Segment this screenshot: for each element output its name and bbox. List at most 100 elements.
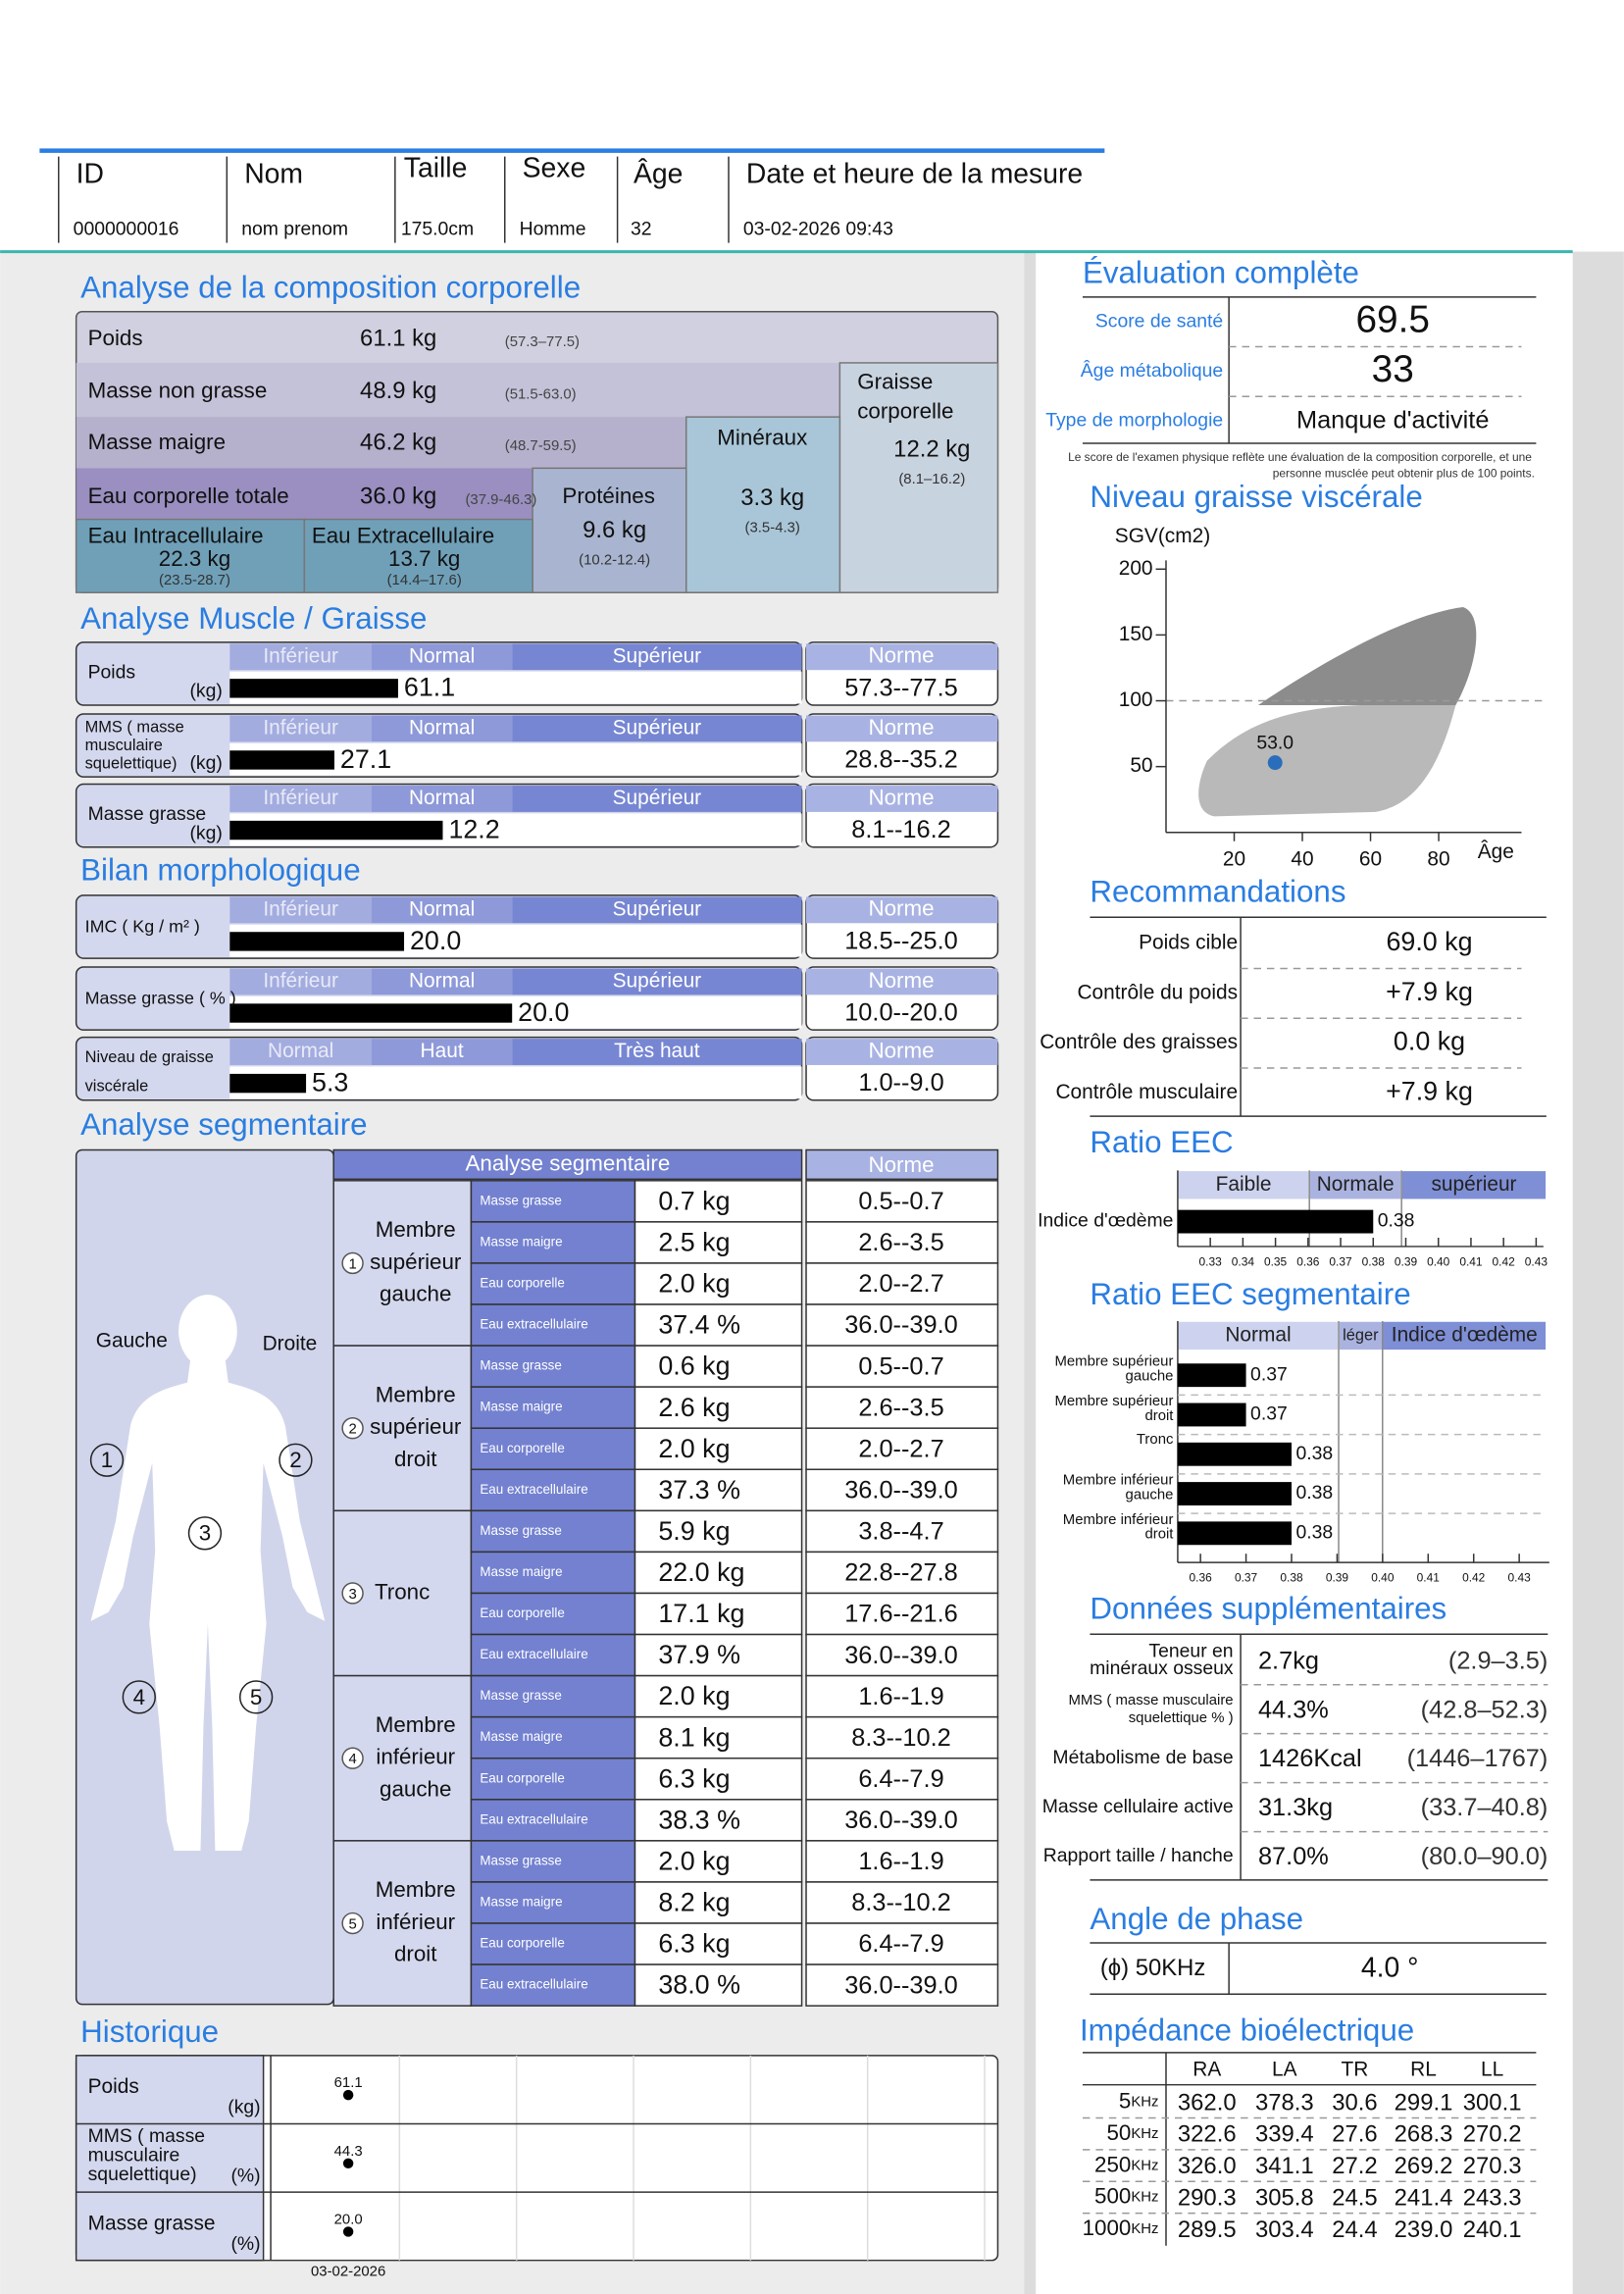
norm-cell <box>805 1427 999 1471</box>
right-margin <box>1572 251 1624 2294</box>
scale-label: Normal <box>409 897 475 920</box>
segment-value: 6.3 kg <box>658 1929 730 1959</box>
segment-norm: 0.5--0.7 <box>858 1188 943 1215</box>
protein-band <box>532 467 687 593</box>
value-cell <box>634 1799 803 1842</box>
label-cell <box>470 1592 636 1636</box>
bar <box>229 750 334 770</box>
marker-number: 2 <box>348 1422 356 1438</box>
minerals-band <box>685 416 841 593</box>
row-label: Poids <box>88 661 135 683</box>
history-label: Masse grasse <box>88 2213 216 2235</box>
section-title: Bilan morphologique <box>80 852 360 887</box>
history-label: musculaire <box>88 2144 180 2166</box>
scale-label: Normal <box>409 969 475 992</box>
segment-norm: 2.0--2.7 <box>858 1270 943 1298</box>
bar-value: 0.37 <box>1250 1403 1288 1425</box>
extra-range: (2.9–3.5) <box>1448 1647 1548 1674</box>
marker-number: 5 <box>348 1916 356 1932</box>
scale-label: Normal <box>409 716 475 739</box>
scale-segment <box>229 896 372 924</box>
history-label-col <box>75 2055 265 2262</box>
scale-label: Supérieur <box>613 897 702 920</box>
fat-free-band <box>76 362 840 418</box>
x-tick-label: 0.36 <box>1296 1255 1320 1269</box>
segment-value: 37.3 % <box>658 1475 740 1504</box>
x-tick-label: 0.38 <box>1280 1571 1303 1585</box>
scale-label: Très haut <box>614 1040 700 1062</box>
norm-title: Norme <box>868 785 934 809</box>
norm-cell <box>805 1715 999 1759</box>
point-label: 53.0 <box>1256 732 1294 753</box>
scale-label: Indice d'œdème <box>1392 1323 1538 1346</box>
segment-value: 38.3 % <box>658 1805 740 1834</box>
scale-label: Normal <box>409 787 475 809</box>
scale-label: Supérieur <box>613 644 702 667</box>
section-title: Recommandations <box>1090 875 1345 909</box>
impedance-value: 24.5 <box>1332 2184 1377 2211</box>
history-point <box>342 2226 354 2237</box>
value-cell <box>634 1963 803 2007</box>
x-tick-label: 0.38 <box>1362 1255 1386 1269</box>
scale-label: Inférieur <box>263 644 338 667</box>
y-tick-label: 150 <box>1119 623 1153 645</box>
scale-segment <box>371 786 513 812</box>
impedance-value: 240.1 <box>1463 2217 1522 2243</box>
extra-value: 44.3% <box>1258 1696 1329 1723</box>
segment-name: Membre <box>376 1877 456 1902</box>
extra-label: Masse cellulaire active <box>1042 1796 1234 1817</box>
impedance-value: 339.4 <box>1255 2121 1314 2148</box>
figure-side: Gauche <box>96 1329 168 1351</box>
segment-value: 8.2 kg <box>658 1888 730 1917</box>
value-cell <box>634 1840 803 1883</box>
icw-band <box>75 518 306 593</box>
segment-value: 0.6 kg <box>658 1351 730 1381</box>
category-label: droit <box>1144 1527 1174 1543</box>
marker-circle <box>187 1516 223 1551</box>
segment-name: Membre <box>376 1712 456 1737</box>
section-title: Impédance bioélectrique <box>1080 2013 1414 2047</box>
segment-name: droit <box>394 1942 437 1966</box>
composition-range: (48.7-59.5) <box>505 438 577 454</box>
segment-norm: 36.0--39.0 <box>844 1971 958 1999</box>
bar <box>1177 1521 1293 1546</box>
scale-label: Inférieur <box>263 897 338 920</box>
extra-range: (42.8–52.3) <box>1421 1696 1548 1723</box>
panel-divider <box>1024 251 1037 2294</box>
bar-value: 0.38 <box>1295 1482 1333 1504</box>
scale-segment <box>371 896 513 924</box>
value-cell <box>634 1509 803 1554</box>
composition-range: (14.4–17.6) <box>387 573 462 588</box>
segment-row-label: Eau extracellulaire <box>480 1317 587 1332</box>
segment-row-label: Eau corporelle <box>480 1276 564 1291</box>
frequency-value: 1000 <box>1083 2216 1132 2240</box>
impedance-value: 270.3 <box>1463 2153 1522 2179</box>
axis-title: SGV(cm2) <box>1115 525 1210 547</box>
water-band <box>76 468 533 520</box>
evaluation-value: 69.5 <box>1355 298 1429 340</box>
evaluation-value: Manque d'activité <box>1296 406 1489 433</box>
segment-name: inférieur <box>376 1910 455 1934</box>
impedance-value: 30.6 <box>1332 2089 1377 2116</box>
header-value: 175.0cm <box>401 218 474 239</box>
extra-label: squelettique % ) <box>1129 1710 1234 1726</box>
category-label: droit <box>1144 1408 1174 1424</box>
bar <box>229 1073 307 1094</box>
scale-segment <box>229 643 372 671</box>
composition-value: 61.1 kg <box>360 325 436 351</box>
norm-cell <box>805 1509 999 1554</box>
category-label: Membre inférieur <box>1063 1473 1174 1489</box>
label-cell <box>470 1799 636 1842</box>
bar <box>229 1003 513 1023</box>
norm-cell <box>805 1303 999 1347</box>
segment-norm: 36.0--39.0 <box>844 1807 958 1834</box>
note: Le score de l'examen physique reflète un… <box>1068 450 1532 464</box>
x-tick-label: 0.35 <box>1264 1255 1288 1269</box>
history-date: 03-02-2026 <box>311 2265 385 2280</box>
history-label: MMS ( masse <box>88 2125 206 2147</box>
composition-label: Minéraux <box>717 425 807 449</box>
segment-row-label: Masse grasse <box>480 1688 561 1703</box>
scale-label: Normal <box>409 644 475 667</box>
composition-range: (10.2-12.4) <box>579 552 650 568</box>
impedance-value: 268.3 <box>1395 2121 1453 2148</box>
